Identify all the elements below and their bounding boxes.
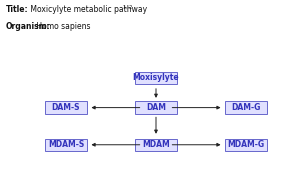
Text: DAM: DAM [146, 103, 166, 112]
FancyBboxPatch shape [45, 139, 87, 151]
Text: MDAM: MDAM [142, 140, 170, 149]
Text: DAM-S: DAM-S [52, 103, 80, 112]
Text: Moxicylyte metabolic pathway: Moxicylyte metabolic pathway [28, 5, 148, 14]
Text: MDAM-S: MDAM-S [48, 140, 84, 149]
Text: 1, 2: 1, 2 [123, 5, 132, 10]
FancyBboxPatch shape [45, 101, 87, 114]
Text: Moxisylyte: Moxisylyte [133, 73, 179, 82]
Text: Homo sapiens: Homo sapiens [34, 22, 91, 31]
FancyBboxPatch shape [135, 101, 177, 114]
FancyBboxPatch shape [225, 139, 267, 151]
Text: MDAM-G: MDAM-G [227, 140, 265, 149]
Text: Title:: Title: [6, 5, 28, 14]
Text: DAM-G: DAM-G [231, 103, 261, 112]
Text: Organism:: Organism: [6, 22, 51, 31]
FancyBboxPatch shape [135, 139, 177, 151]
FancyBboxPatch shape [225, 101, 267, 114]
FancyBboxPatch shape [135, 72, 177, 84]
